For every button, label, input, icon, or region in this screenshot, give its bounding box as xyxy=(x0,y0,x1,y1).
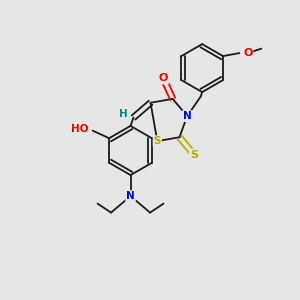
Text: H: H xyxy=(119,110,128,119)
Text: S: S xyxy=(190,149,198,160)
Text: S: S xyxy=(154,136,161,146)
Text: O: O xyxy=(159,74,168,83)
Text: N: N xyxy=(126,191,135,201)
Text: N: N xyxy=(183,111,191,121)
Text: HO: HO xyxy=(71,124,88,134)
Text: O: O xyxy=(243,48,252,58)
